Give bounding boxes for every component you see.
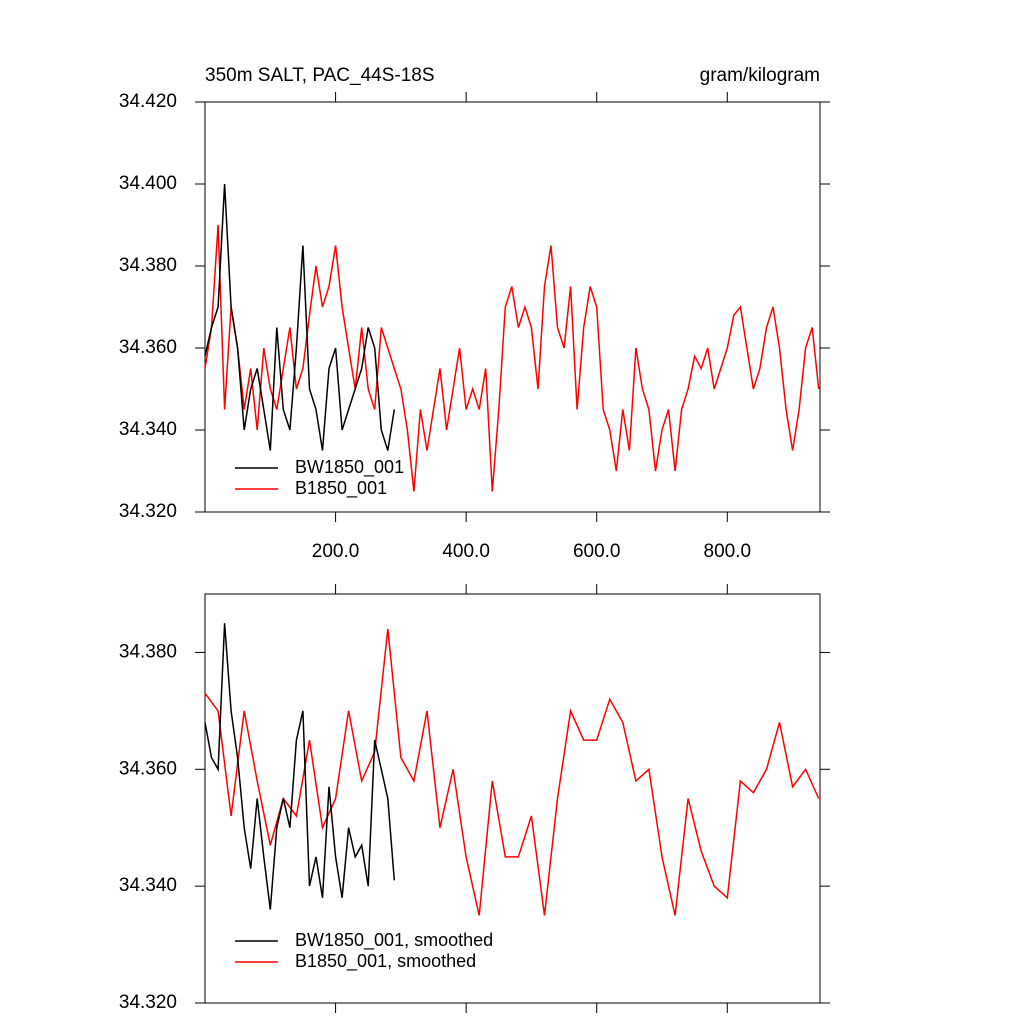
x-tick-label: 800.0: [704, 541, 752, 562]
y-tick-label: 34.340: [119, 875, 177, 896]
y-tick-label: 34.320: [119, 501, 177, 522]
units-label: gram/kilogram: [700, 65, 820, 86]
legend-label: BW1850_001, smoothed: [295, 930, 493, 951]
plot-frame: [204, 101, 821, 513]
x-tick-label: 400.0: [442, 541, 490, 562]
x-tick-label: 200.0: [312, 541, 360, 562]
data-line: [204, 629, 820, 916]
legend-label: BW1850_001: [295, 457, 404, 478]
data-line: [204, 183, 396, 451]
y-tick-label: 34.380: [119, 641, 177, 662]
y-tick-label: 34.400: [119, 173, 177, 194]
y-tick-label: 34.340: [119, 419, 177, 440]
plot-frame: [204, 593, 821, 1004]
y-tick-label: 34.360: [119, 337, 177, 358]
data-line: [204, 623, 396, 910]
y-tick-label: 34.360: [119, 758, 177, 779]
y-tick-label: 34.380: [119, 255, 177, 276]
data-line: [204, 224, 820, 492]
y-tick-label: 34.320: [119, 992, 177, 1013]
y-tick-label: 34.420: [119, 91, 177, 112]
legend-label: B1850_001: [295, 478, 387, 499]
chart-title: 350m SALT, PAC_44S-18S: [205, 65, 435, 86]
x-tick-label: 600.0: [573, 541, 621, 562]
legend-label: B1850_001, smoothed: [295, 951, 476, 972]
